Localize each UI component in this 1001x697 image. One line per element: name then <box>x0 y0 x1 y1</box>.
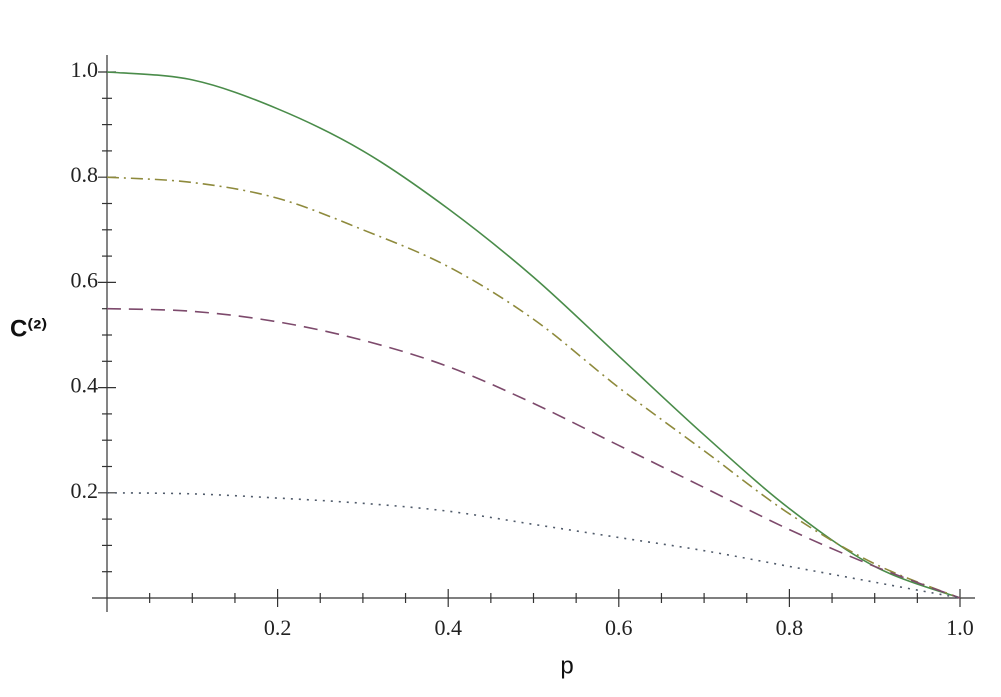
y-tick-label: 0.8 <box>71 162 99 187</box>
series-line <box>106 492 961 599</box>
y-tick-label: 1.0 <box>71 57 99 82</box>
series-line <box>106 71 961 599</box>
x-tick-label: 0.4 <box>434 615 462 640</box>
y-axis-label: C⁽²⁾ <box>10 315 47 342</box>
y-tick-label: 0.6 <box>71 267 99 292</box>
y-tick-label: 0.4 <box>71 373 99 398</box>
x-tick-label: 0.6 <box>605 615 633 640</box>
series-line <box>106 176 961 599</box>
x-tick-label: 1.0 <box>946 615 974 640</box>
x-tick-label: 0.8 <box>776 615 804 640</box>
series-line <box>106 307 961 599</box>
y-tick-label: 0.2 <box>71 478 99 503</box>
x-tick-label: 0.2 <box>264 615 292 640</box>
x-axis-label: p <box>560 652 573 679</box>
